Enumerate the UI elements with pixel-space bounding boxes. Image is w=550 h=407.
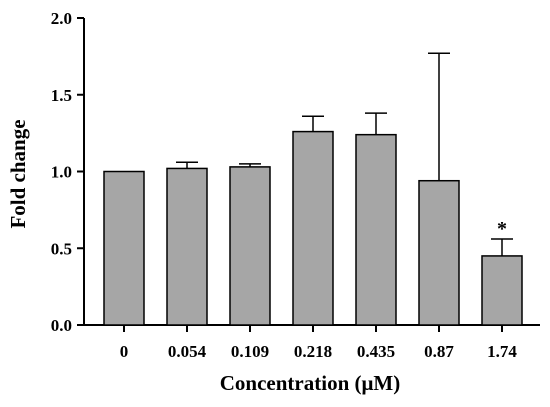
y-tick-label: 1.0: [51, 163, 72, 182]
x-tick-label: 0.109: [231, 342, 269, 361]
x-tick-label: 0.054: [168, 342, 207, 361]
y-tick-label: 0.5: [51, 239, 72, 258]
x-tick-label: 1.74: [487, 342, 517, 361]
y-tick-label: 1.5: [51, 86, 72, 105]
error-bars: *: [176, 52, 513, 256]
y-axis: 0.0 0.5 1.0 1.5 2.0: [51, 9, 85, 335]
y-tick-label: 2.0: [51, 9, 72, 28]
bar: [229, 166, 271, 326]
bar: [355, 133, 397, 326]
category-labels: 0 0.054 0.109 0.218 0.435 0.87 1.74: [120, 342, 518, 361]
x-tick-label: 0: [120, 342, 129, 361]
y-axis-title: Fold change: [6, 119, 30, 228]
x-tick-label: 0.435: [357, 342, 395, 361]
bars: [103, 130, 523, 326]
bar: [103, 170, 145, 326]
x-axis-title: Concentration (μM): [220, 371, 400, 395]
bar: [292, 130, 334, 326]
bar: [166, 167, 208, 326]
bar: [418, 179, 460, 326]
significance-mark: *: [497, 218, 507, 240]
x-tick-label: 0.218: [294, 342, 332, 361]
y-tick-label: 0.0: [51, 316, 72, 335]
x-tick-label: 0.87: [424, 342, 454, 361]
bar: [481, 255, 523, 326]
x-axis: [83, 324, 540, 332]
